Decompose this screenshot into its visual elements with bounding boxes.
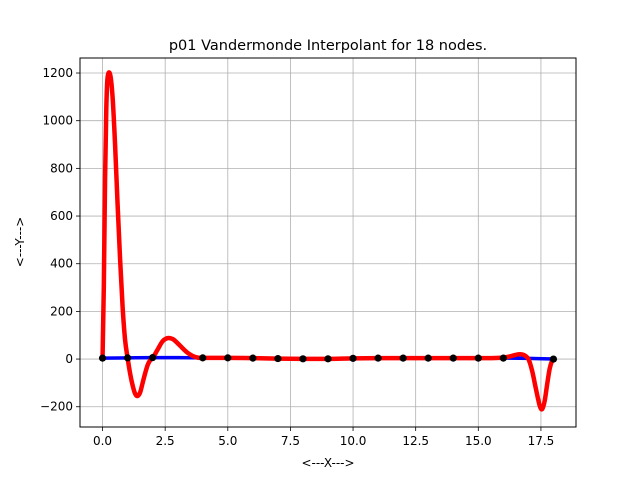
y-tick-label: 1000 xyxy=(42,114,73,128)
nodes-layer xyxy=(98,354,558,363)
node-point xyxy=(123,354,132,362)
x-tick-label: 5.0 xyxy=(218,434,237,448)
y-axis: −200 0 200 400 600 800 1000 1200 xyxy=(40,66,80,414)
x-tick-label: 17.5 xyxy=(528,434,555,448)
y-axis-label: <---Y---> xyxy=(13,217,27,268)
plot-area xyxy=(80,58,576,427)
y-tick-label: 600 xyxy=(50,209,73,223)
x-axis-label: <---X---> xyxy=(301,456,354,470)
y-tick-label: 800 xyxy=(50,161,73,175)
x-tick-label: 10.0 xyxy=(340,434,367,448)
node-point xyxy=(474,354,482,362)
node-point xyxy=(249,354,257,362)
node-point xyxy=(449,354,457,362)
x-tick-label: 15.0 xyxy=(465,434,492,448)
node-point xyxy=(224,354,232,362)
node-point xyxy=(499,354,507,362)
y-tick-label: 200 xyxy=(50,304,73,318)
node-point xyxy=(274,354,282,363)
node-point xyxy=(149,354,157,362)
node-point xyxy=(199,354,207,362)
y-tick-label: 0 xyxy=(65,352,73,366)
node-point xyxy=(549,355,558,363)
node-point xyxy=(424,354,432,362)
node-point xyxy=(399,354,407,362)
node-point xyxy=(324,355,332,363)
node-point xyxy=(349,354,357,362)
x-tick-label: 12.5 xyxy=(402,434,429,448)
y-tick-label: 1200 xyxy=(42,66,73,80)
interpolant-line xyxy=(100,70,556,412)
node-point xyxy=(374,354,382,362)
plot-frame xyxy=(79,57,577,428)
x-tick-label: 0.0 xyxy=(93,434,112,448)
x-axis: 0.0 2.5 5.0 7.5 10.0 12.5 15.0 17.5 xyxy=(93,427,554,448)
node-point xyxy=(299,355,307,363)
y-tick-label: 400 xyxy=(50,257,73,271)
y-tick-label: −200 xyxy=(40,400,73,414)
node-point xyxy=(98,354,107,362)
x-tick-label: 7.5 xyxy=(281,434,300,448)
chart-title: p01 Vandermonde Interpolant for 18 nodes… xyxy=(169,38,487,54)
x-tick-label: 2.5 xyxy=(156,434,175,448)
